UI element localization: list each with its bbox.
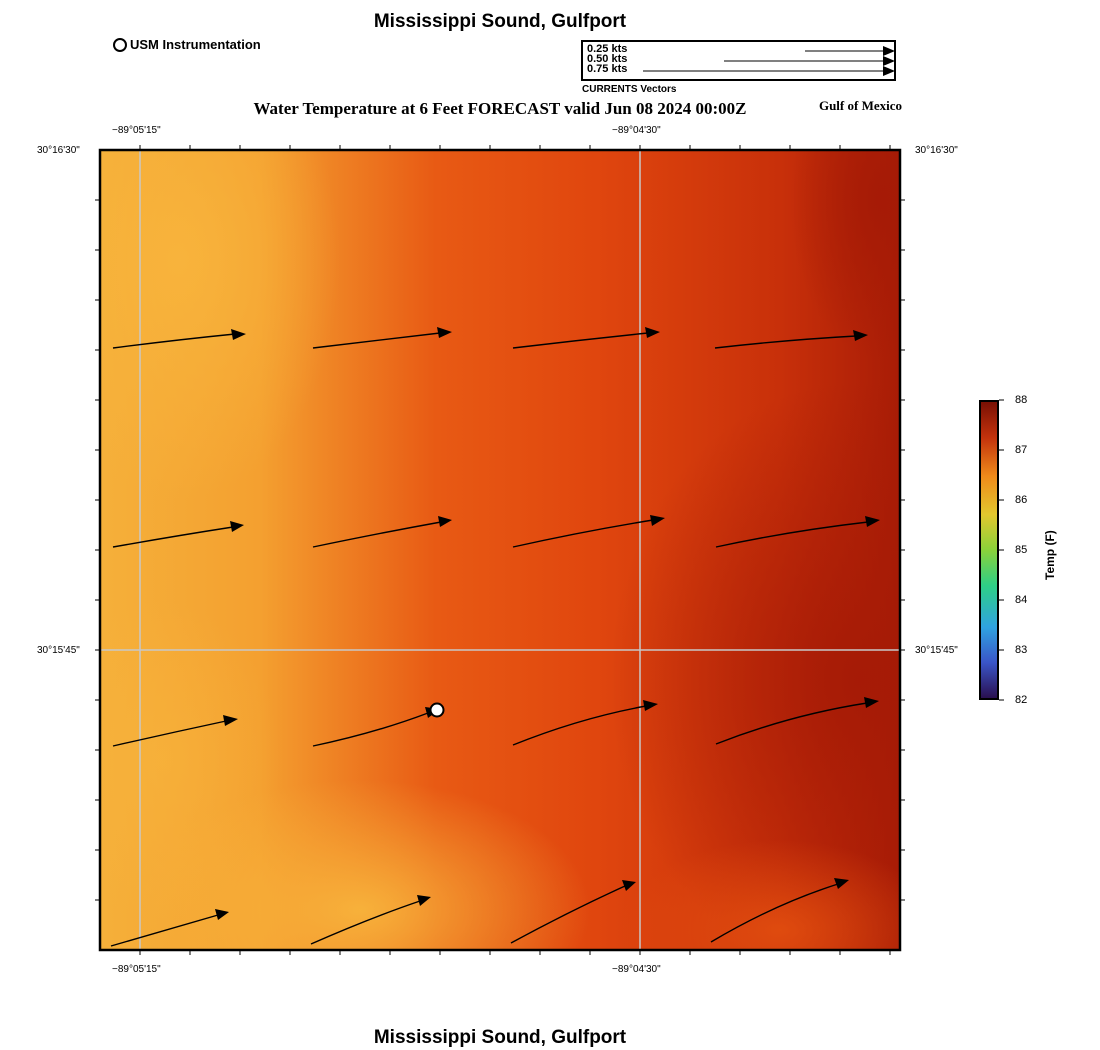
vector-legend-label: 0.75 kts — [587, 63, 628, 75]
lat-label-left-mid: 30°15'45" — [37, 645, 80, 656]
lat-label-right-top: 30°16'30" — [915, 145, 958, 156]
forecast-title: Water Temperature at 6 Feet FORECAST val… — [253, 99, 747, 118]
lon-label-top-left: −89°05'15" — [112, 125, 161, 136]
vector-arrow-icon — [805, 46, 895, 56]
current-vector-arrow — [714, 335, 857, 349]
current-vector-arrow — [512, 705, 647, 746]
lat-label-left-top: 30°16'30" — [37, 145, 80, 156]
current-vector-arrow — [512, 519, 654, 548]
vector-legend-row: 0.25 kts — [587, 43, 895, 56]
vector-legend-label: 0.25 kts — [587, 43, 628, 55]
vectors-caption: CURRENTS Vectors — [582, 84, 677, 95]
temperature-field — [100, 150, 900, 950]
current-vectors — [110, 332, 869, 947]
colorbar-tick-label: 84 — [1015, 594, 1028, 606]
lon-label-bottom-left: −89°05'15" — [112, 964, 161, 975]
colorbar-title: Temp (F) — [1043, 530, 1057, 580]
colorbar-ticks — [999, 399, 1004, 701]
current-vector-arrow — [110, 914, 219, 947]
lon-label-bottom-right: −89°04'30" — [612, 964, 661, 975]
current-vector-arrow — [112, 333, 236, 349]
lat-label-right-mid: 30°15'45" — [915, 645, 958, 656]
lon-label-top-right: −89°04'30" — [612, 125, 661, 136]
current-vector-arrow — [715, 521, 869, 548]
colorbar-tick-label: 86 — [1015, 494, 1028, 506]
current-vector-arrow — [715, 702, 868, 745]
current-vector-arrow — [510, 885, 626, 944]
colorbar-tick-label: 85 — [1015, 544, 1028, 556]
temperature-colorbar — [979, 400, 999, 700]
current-vector-arrow — [312, 332, 441, 349]
vector-legend-row: 0.75 kts — [587, 63, 895, 76]
colorbar-tick-label: 87 — [1015, 444, 1028, 456]
vector-arrow-icon — [724, 56, 895, 66]
usm-legend-label: USM Instrumentation — [130, 37, 261, 52]
colorbar-tick-label: 88 — [1015, 394, 1028, 406]
current-vector-arrow — [312, 521, 442, 548]
colorbar-tick-label: 82 — [1015, 694, 1028, 706]
current-vector-arrow — [310, 900, 421, 945]
graticule — [100, 150, 900, 950]
vector-legend-row: 0.50 kts — [587, 53, 895, 66]
region-label: Gulf of Mexico — [818, 98, 902, 113]
current-vector-arrow — [710, 883, 839, 943]
vector-legend-label: 0.50 kts — [587, 53, 628, 65]
map-title: Mississippi Sound, Gulfport — [373, 11, 627, 32]
usm-station-marker[interactable] — [429, 702, 445, 718]
vector-arrow-icon — [643, 66, 895, 76]
footer-title: Mississippi Sound, Gulfport — [373, 1027, 627, 1048]
current-vector-arrow — [112, 526, 234, 548]
current-vector-arrow — [512, 332, 649, 349]
usm-legend: USM Instrumentation — [113, 37, 261, 52]
frame-ticks — [95, 145, 905, 955]
current-vector-arrow — [112, 720, 227, 747]
current-vector-heads — [215, 327, 880, 920]
current-vector-arrow — [312, 712, 429, 747]
currents-vector-legend: 0.25 kts 0.50 kts 0.75 kts — [581, 40, 896, 81]
colorbar-tick-label: 83 — [1015, 644, 1028, 656]
usm-marker-icon — [113, 37, 127, 52]
